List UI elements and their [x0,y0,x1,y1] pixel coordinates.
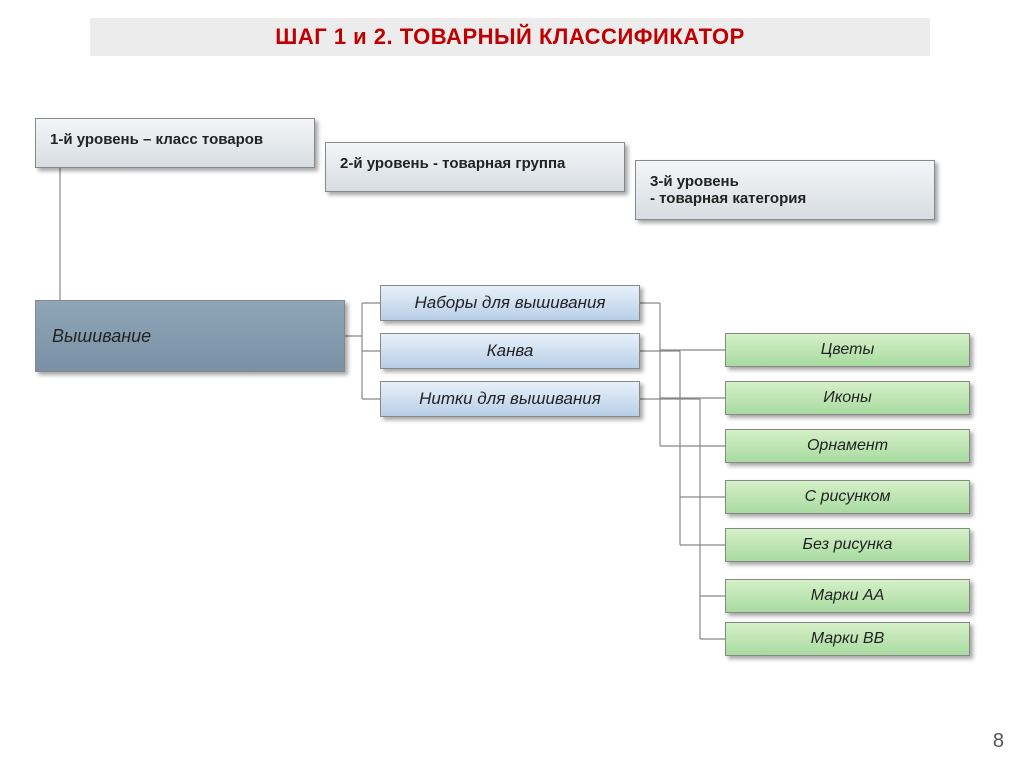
title-bar: ШАГ 1 и 2. ТОВАРНЫЙ КЛАССИФИКАТОР [90,18,930,56]
group-node-1: Наборы для вышивания [380,285,640,321]
category-node-4: С рисунком [725,480,970,514]
class-node: Вышивание [35,300,345,372]
group-node-3: Нитки для вышивания [380,381,640,417]
group-node-2: Канва [380,333,640,369]
category-node-6: Марки АА [725,579,970,613]
category-node-5: Без рисунка [725,528,970,562]
category-node-1: Цветы [725,333,970,367]
level-box-3: 3-й уровень - товарная категория [635,160,935,220]
level-box-2: 2-й уровень - товарная группа [325,142,625,192]
page-title: ШАГ 1 и 2. ТОВАРНЫЙ КЛАССИФИКАТОР [275,24,745,50]
category-node-2: Иконы [725,381,970,415]
category-node-7: Марки ВВ [725,622,970,656]
page-number: 8 [993,730,1004,753]
category-node-3: Орнамент [725,429,970,463]
level-box-1: 1-й уровень – класс товаров [35,118,315,168]
